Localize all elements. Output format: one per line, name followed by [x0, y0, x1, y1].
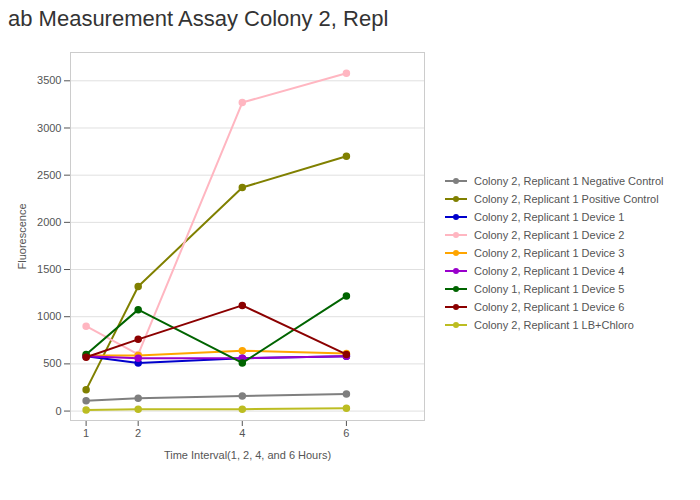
svg-text:500: 500: [43, 357, 61, 369]
svg-text:1000: 1000: [37, 310, 61, 322]
html-text:Colony 2, Replicant 1 Device 1: Colony 2, Replicant 1 Device 1: [474, 211, 625, 223]
svg-text:Time Interval(1, 2, 4, and 6 H: Time Interval(1, 2, 4, and 6 Hours): [164, 449, 331, 461]
svg-text:4: 4: [239, 427, 245, 439]
svg-text:3000: 3000: [37, 122, 61, 134]
svg-text:0: 0: [55, 405, 61, 417]
html-text:Colony 2, Replicant 1 Device 3: Colony 2, Replicant 1 Device 3: [474, 247, 625, 259]
html-text:Colony 2, Replicant 1 Negative: Colony 2, Replicant 1 Negative Control: [474, 175, 664, 187]
svg-text:2500: 2500: [37, 169, 61, 181]
html-text:Colony 2, Replicant 1 Device 2: Colony 2, Replicant 1 Device 2: [474, 229, 625, 241]
svg-text:2: 2: [135, 427, 141, 439]
svg-text:Fluorescence: Fluorescence: [16, 203, 28, 269]
svg-text:6: 6: [343, 427, 349, 439]
html-text:Colony 1, Replicant 1 Device 5: Colony 1, Replicant 1 Device 5: [474, 283, 625, 295]
html-text:Colony 2, Replicant 1 Positive: Colony 2, Replicant 1 Positive Control: [474, 193, 659, 205]
svg-text:3500: 3500: [37, 74, 61, 86]
html-text:ab Measurement Assay Colony 2,: ab Measurement Assay Colony 2, Repl: [8, 6, 389, 31]
svg-text:1: 1: [83, 427, 89, 439]
html-text:Colony 2, Replicant 1 Device 4: Colony 2, Replicant 1 Device 4: [474, 265, 625, 277]
svg-text:1500: 1500: [37, 263, 61, 275]
html-text:Colony 2, Replicant 1 Device 6: Colony 2, Replicant 1 Device 6: [474, 301, 625, 313]
svg-text:2000: 2000: [37, 216, 61, 228]
html-text:Colony 2, Replicant 1 LB+Chlor: Colony 2, Replicant 1 LB+Chloro: [474, 319, 634, 331]
